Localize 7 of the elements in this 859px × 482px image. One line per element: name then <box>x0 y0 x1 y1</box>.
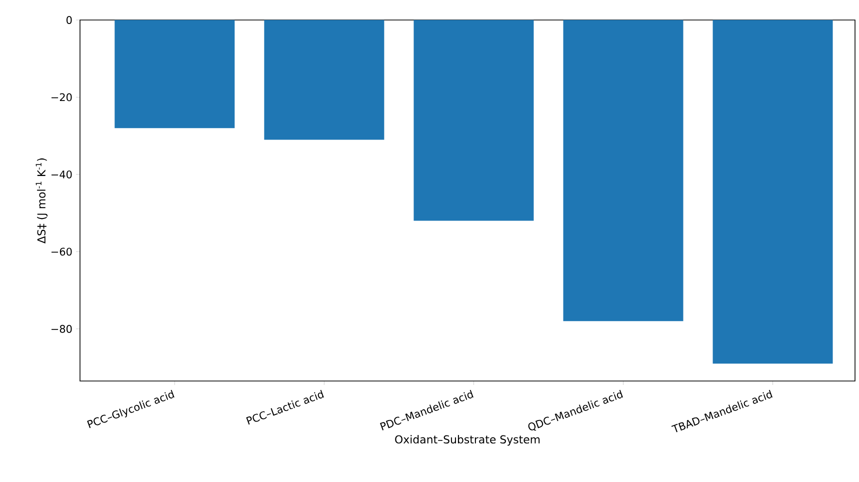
y-tick-label: −40 <box>52 170 72 178</box>
y-axis-title: ΔS‡ (J mol$^{-1}$ K$^{-1}$) <box>36 158 48 244</box>
y-tick-label: −20 <box>52 93 72 102</box>
x-axis-title: Oxidant–Substrate System <box>395 435 540 446</box>
y-tick-label: 0 <box>66 16 72 24</box>
y-tick-label: −60 <box>52 248 72 256</box>
y-tick-label: −80 <box>52 324 72 333</box>
